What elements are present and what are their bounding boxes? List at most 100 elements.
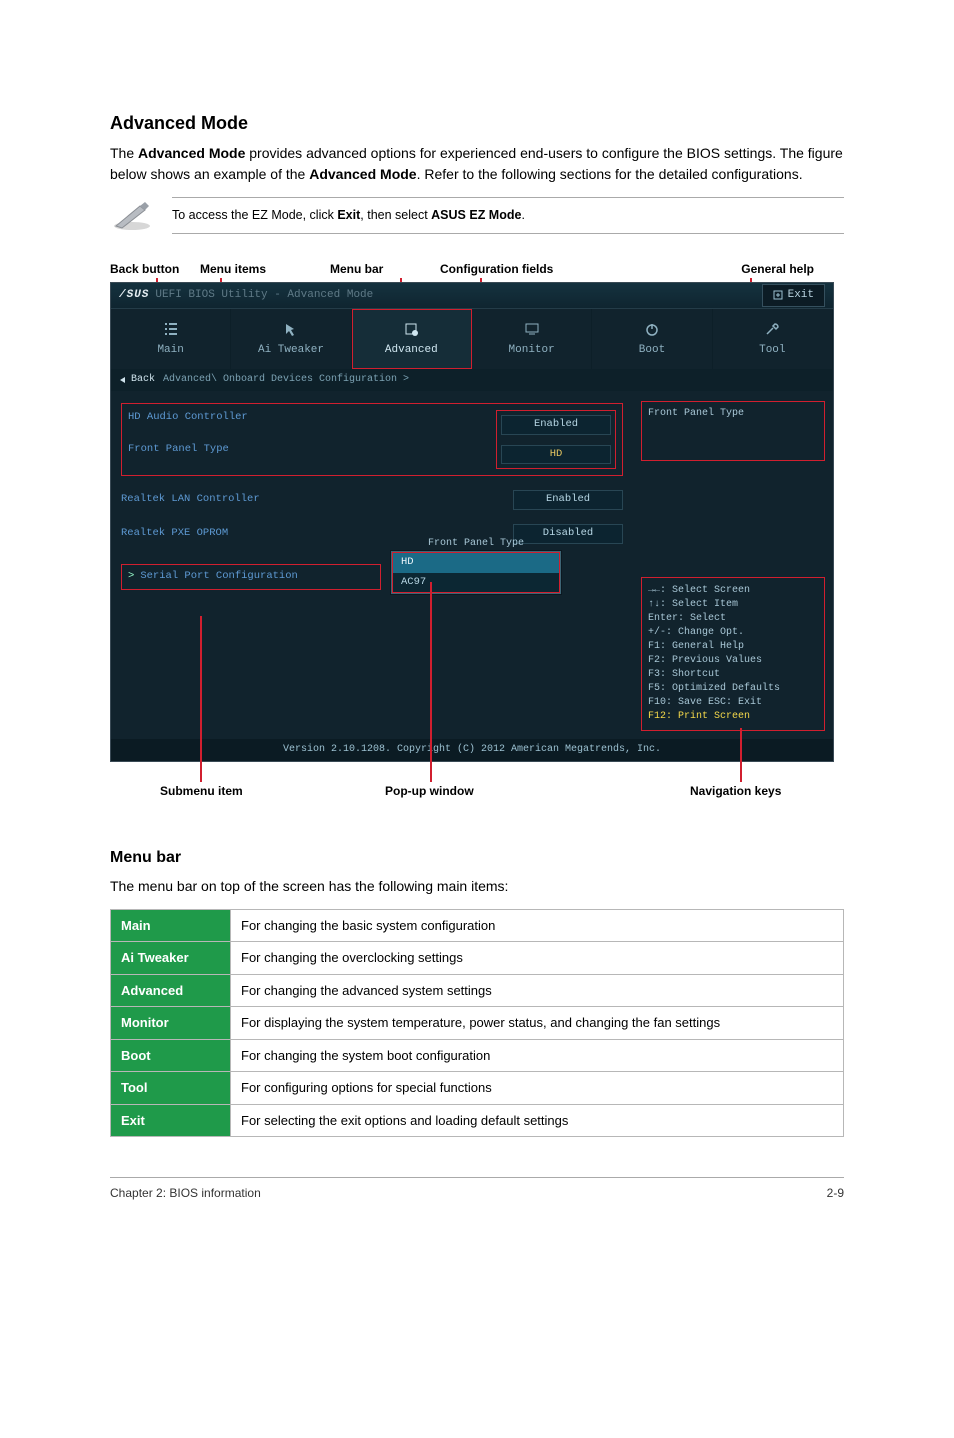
menu-bar-heading: Menu bar [110, 846, 844, 870]
tab-ai-tweaker[interactable]: Ai Tweaker [231, 309, 351, 369]
tab-boot[interactable]: Boot [592, 309, 712, 369]
table-key: Boot [111, 1039, 231, 1072]
submenu-serial-port[interactable]: > Serial Port Configuration [121, 564, 381, 590]
nav-line: +/-: Change Opt. [648, 626, 818, 640]
table-value: For selecting the exit options and loadi… [231, 1104, 844, 1137]
tool-icon [763, 320, 781, 338]
table-key: Monitor [111, 1007, 231, 1040]
callout-back-button: Back button [110, 260, 200, 278]
advanced-mode-paragraph: The Advanced Mode provides advanced opti… [110, 143, 844, 185]
breadcrumb: Back Advanced\ Onboard Devices Configura… [111, 369, 833, 391]
table-row: AdvancedFor changing the advanced system… [111, 974, 844, 1007]
nav-line: Enter: Select [648, 612, 818, 626]
popup-title: Front Panel Type [392, 536, 560, 551]
para-text: The [110, 145, 138, 161]
callout-popup-window: Pop-up window [385, 782, 474, 800]
footer-page-number: 2-9 [827, 1184, 844, 1202]
table-key: Ai Tweaker [111, 942, 231, 975]
tab-label: Tool [759, 342, 785, 359]
bios-screenshot: /SUS UEFI BIOS Utility - Advanced Mode E… [110, 282, 834, 762]
callout-menu-bar: Menu bar [330, 260, 440, 278]
submenu-label: Serial Port Configuration [140, 569, 298, 585]
config-label-pxe: Realtek PXE OPROM [121, 526, 351, 542]
config-value-front-panel[interactable]: HD [501, 445, 611, 465]
nav-line: ↑↓: Select Item [648, 598, 818, 612]
exit-icon [773, 290, 783, 300]
bios-title-text: UEFI BIOS Utility - Advanced Mode [155, 287, 373, 304]
nav-line: F5: Optimized Defaults [648, 682, 818, 696]
exit-label: Exit [788, 287, 814, 304]
table-row: ExitFor selecting the exit options and l… [111, 1104, 844, 1137]
general-help-panel: Front Panel Type [641, 401, 825, 461]
top-callouts: Back button Menu items Menu bar Configur… [110, 260, 844, 278]
callout-general-help: General help [640, 260, 844, 278]
table-row: Ai TweakerFor changing the overclocking … [111, 942, 844, 975]
table-value: For changing the system boot configurati… [231, 1039, 844, 1072]
config-value-hd-audio[interactable]: Enabled [501, 415, 611, 435]
help-panel-title: Front Panel Type [648, 408, 744, 419]
exit-button[interactable]: Exit [762, 284, 825, 307]
popup-window: Front Panel Type HD AC97 [391, 551, 561, 595]
tab-advanced[interactable]: Advanced [352, 309, 472, 369]
para-bold: Advanced Mode [138, 145, 245, 161]
back-button[interactable]: Back [117, 372, 155, 387]
pen-icon [110, 198, 154, 232]
status-text: Version 2.10.1208. Copyright (C) 2012 Am… [283, 742, 661, 757]
table-row: MainFor changing the basic system config… [111, 909, 844, 942]
back-arrow-icon [117, 375, 127, 385]
footer-chapter: Chapter 2: BIOS information [110, 1184, 261, 1202]
nav-line: F1: General Help [648, 640, 818, 654]
table-row: ToolFor configuring options for special … [111, 1072, 844, 1105]
config-label-front-panel: Front Panel Type [128, 442, 358, 458]
note-span: , then select [360, 208, 431, 222]
note-bold: ASUS EZ Mode [431, 208, 521, 222]
nav-line: F12: Print Screen [648, 710, 818, 724]
bios-titlebar: /SUS UEFI BIOS Utility - Advanced Mode E… [111, 283, 833, 309]
note-bold: Exit [337, 208, 360, 222]
list-icon [162, 320, 180, 338]
tab-monitor[interactable]: Monitor [472, 309, 592, 369]
power-icon [643, 320, 661, 338]
config-label-lan: Realtek LAN Controller [121, 492, 351, 508]
note-row: To access the EZ Mode, click Exit, then … [110, 197, 844, 234]
note-text: To access the EZ Mode, click Exit, then … [172, 197, 844, 234]
bios-logo: /SUS [119, 287, 149, 304]
table-key: Advanced [111, 974, 231, 1007]
bios-menu-bar: Main Ai Tweaker Advanced Monitor Boot To… [111, 309, 833, 369]
callout-config-fields: Configuration fields [440, 260, 640, 278]
tab-label: Ai Tweaker [258, 342, 324, 359]
table-row: BootFor changing the system boot configu… [111, 1039, 844, 1072]
bottom-callouts: Submenu item Pop-up window Navigation ke… [110, 782, 844, 802]
table-row: MonitorFor displaying the system tempera… [111, 1007, 844, 1040]
chevron-right-icon: > [128, 569, 134, 585]
table-value: For changing the basic system configurat… [231, 909, 844, 942]
para-text: . Refer to the following sections for th… [417, 166, 803, 182]
menu-bar-paragraph: The menu bar on top of the screen has th… [110, 876, 844, 897]
menu-bar-table: MainFor changing the basic system config… [110, 909, 844, 1138]
tab-label: Boot [639, 342, 665, 359]
popup-option-ac97[interactable]: AC97 [393, 573, 559, 593]
nav-line: →←: Select Screen [648, 584, 818, 598]
popup-option-hd[interactable]: HD [393, 553, 559, 573]
table-key: Exit [111, 1104, 231, 1137]
table-value: For configuring options for special func… [231, 1072, 844, 1105]
tab-main[interactable]: Main [111, 309, 231, 369]
table-value: For displaying the system temperature, p… [231, 1007, 844, 1040]
navigation-keys-panel: →←: Select Screen ↑↓: Select Item Enter:… [641, 577, 825, 731]
para-bold: Advanced Mode [309, 166, 416, 182]
table-key: Tool [111, 1072, 231, 1105]
nav-line: F3: Shortcut [648, 668, 818, 682]
page-footer: Chapter 2: BIOS information 2-9 [110, 1177, 844, 1202]
callout-navigation-keys: Navigation keys [690, 782, 781, 800]
table-value: For changing the advanced system setting… [231, 974, 844, 1007]
tab-label: Monitor [509, 342, 555, 359]
note-span: To access the EZ Mode, click [172, 208, 337, 222]
tab-label: Main [157, 342, 183, 359]
note-span: . [521, 208, 524, 222]
table-value: For changing the overclocking settings [231, 942, 844, 975]
config-value-lan[interactable]: Enabled [513, 490, 623, 510]
breadcrumb-path: Advanced\ Onboard Devices Configuration … [163, 372, 409, 387]
tab-tool[interactable]: Tool [713, 309, 833, 369]
nav-line: F2: Previous Values [648, 654, 818, 668]
config-label-hd-audio: HD Audio Controller [128, 410, 358, 426]
